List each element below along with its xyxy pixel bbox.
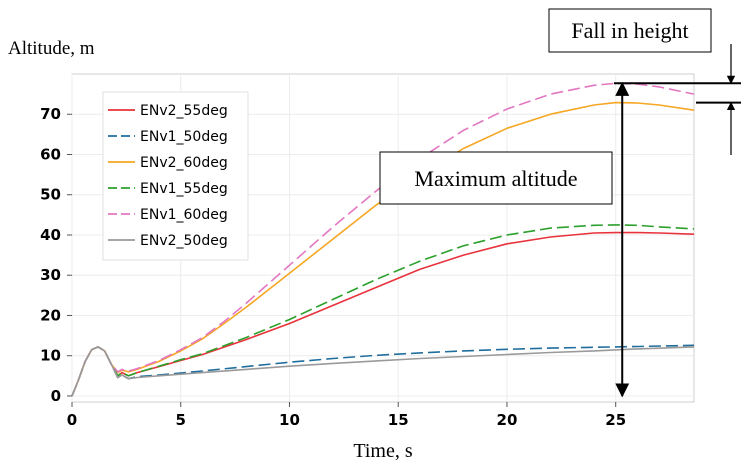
annotations: Fall in height Maximum altitude (379, 8, 741, 398)
y-tick-label: 50 (40, 186, 61, 204)
x-tick-label: 0 (67, 411, 77, 429)
y-tick-label: 10 (40, 347, 61, 365)
y-axis-label: Altitude, m (8, 38, 95, 59)
legend: ENv2_55deg ENv1_50deg ENv2_60deg ENv1_55deg… (102, 91, 249, 261)
legend-label-ENv2_55deg: ENv2_55deg (140, 103, 228, 119)
x-tick-label: 25 (605, 411, 626, 429)
legend-label-ENv1_50deg: ENv1_50deg (140, 129, 228, 145)
y-tick-label: 60 (40, 145, 61, 163)
legend-label-ENv2_60deg: ENv2_60deg (140, 155, 228, 171)
y-tick-label: 70 (40, 105, 61, 123)
legend-box (102, 91, 249, 261)
fall-in-height-box (548, 8, 712, 53)
y-tick-label: 30 (40, 266, 61, 284)
y-tick-label: 0 (51, 387, 61, 405)
legend-label-ENv2_50deg: ENv2_50deg (140, 233, 228, 249)
maximum-altitude-box (379, 151, 613, 205)
fall-in-height-label: Fall in height (571, 18, 688, 43)
y-tick-label: 20 (40, 306, 61, 324)
legend-label-ENv1_55deg: ENv1_55deg (140, 181, 228, 197)
y-tick-label: 40 (40, 226, 61, 244)
x-tick-label: 20 (497, 411, 518, 429)
series-group (71, 82, 695, 397)
legend-label-ENv1_60deg: ENv1_60deg (140, 207, 228, 223)
x-axis-label: Time, s (353, 440, 413, 462)
axis-ticks: 0 5 10 15 20 25 0 10 20 30 40 50 60 70 (40, 105, 626, 429)
series-line-ENv2_50deg (71, 346, 695, 397)
x-tick-label: 15 (388, 411, 409, 429)
x-tick-label: 10 (279, 411, 300, 429)
x-tick-label: 5 (176, 411, 186, 429)
maximum-altitude-label: Maximum altitude (414, 166, 577, 191)
